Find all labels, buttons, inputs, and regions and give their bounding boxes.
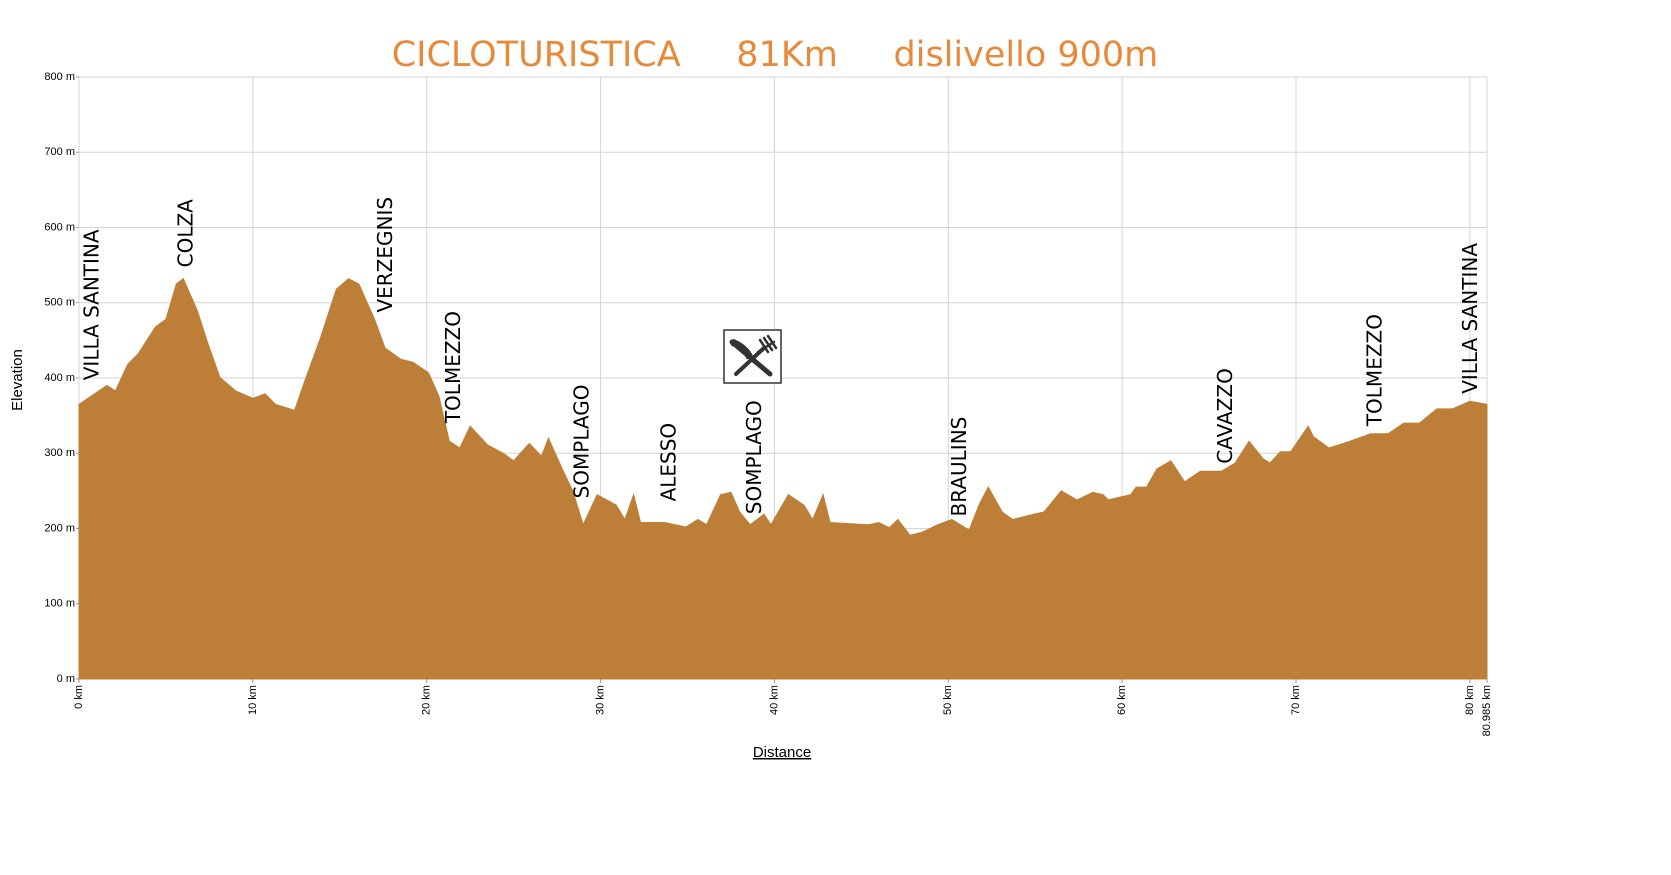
y-tick-label: 500 m [44,297,75,309]
x-tick-label: 80 km [1464,685,1476,715]
y-tick-label: 400 m [44,372,75,384]
place-label: COLZA [173,199,197,268]
place-label: TOLMEZZO [1362,314,1386,427]
place-label: VERZEGNIS [373,197,397,313]
y-tick-label: 0 m [57,673,75,685]
place-label: CAVAZZO [1213,368,1237,464]
y-tick-label: 600 m [44,221,75,233]
place-label: TOLMEZZO [441,311,465,424]
y-tick-label: 300 m [44,447,75,459]
labels: 0 m 100 m 200 m 300 m 400 m 500 m 600 m 700 m 80… [44,71,1492,736]
chart-title: CICLOTURISTICA 81Km dislivello 900m [392,35,1159,75]
y-tick-label: 700 m [44,146,75,158]
place-label: BRAULINS [947,417,971,517]
x-tick-label: 70 km [1290,685,1302,715]
place-label: SOMPLAGO [570,384,594,498]
x-tick-label: 40 km [768,685,780,715]
y-tick-label: 800 m [44,71,75,83]
x-tick-label: 20 km [421,685,433,715]
place-label: SOMPLAGO [742,400,766,514]
y-tick-label: 200 m [44,522,75,534]
restaurant-icon [723,329,782,384]
place-label: VILLA SANTINA [79,229,103,380]
x-tick-label: 30 km [594,685,606,715]
x-axis-label: Distance [753,744,811,761]
x-tick-label: 60 km [1116,685,1128,715]
y-tick-label: 100 m [44,598,75,610]
elevation-area [78,277,1488,680]
place-label: VILLA SANTINA [1458,243,1482,394]
plot [78,277,1488,680]
x-tick-label: 50 km [942,685,954,715]
y-axis-label: Elevation [9,349,26,411]
x-tick-label: 10 km [247,685,259,715]
x-tick-label: 0 km [73,685,85,709]
place-label: ALESSO [657,423,681,502]
x-tick-label: 80.985 km [1481,685,1493,736]
